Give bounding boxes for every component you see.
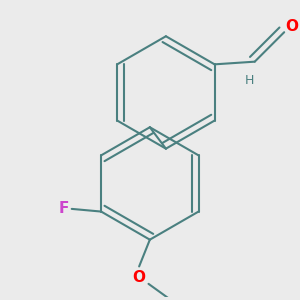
Text: O: O bbox=[133, 270, 146, 285]
Text: O: O bbox=[286, 20, 299, 34]
Text: F: F bbox=[58, 201, 69, 216]
Text: H: H bbox=[245, 74, 254, 87]
